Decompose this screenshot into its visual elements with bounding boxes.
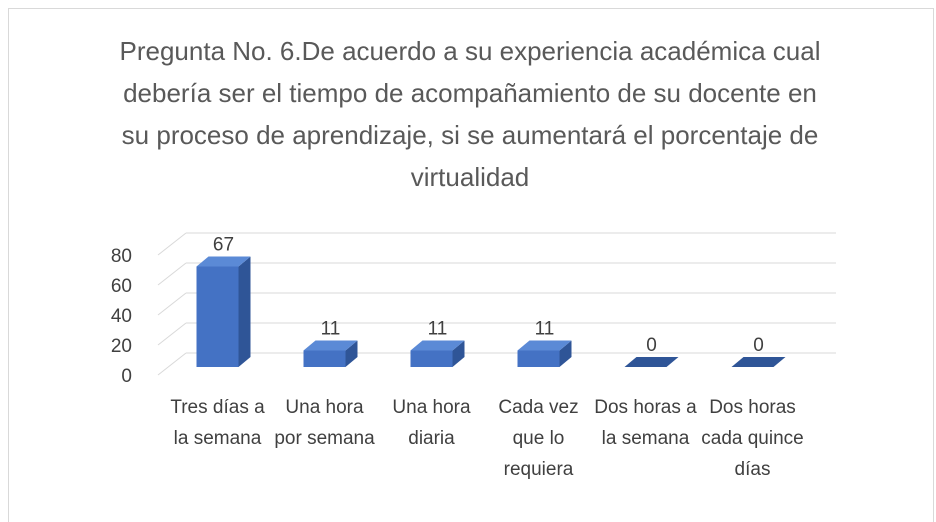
bar-top <box>303 340 358 351</box>
bar-side <box>559 340 572 367</box>
x-tick-label: Una hora diaria <box>392 397 471 449</box>
bar-side <box>238 256 251 367</box>
y-tick-label: 60 <box>111 276 132 297</box>
data-label: 0 <box>646 335 657 356</box>
data-label: 67 <box>213 235 234 256</box>
grid-line <box>157 322 187 346</box>
bar-top <box>517 340 572 351</box>
bar-top <box>196 256 251 267</box>
data-label: 0 <box>753 335 764 356</box>
bar-top <box>624 357 679 367</box>
grid-line <box>157 292 187 316</box>
bar-top <box>731 357 786 367</box>
grid-line <box>157 352 187 376</box>
data-label: 11 <box>428 319 448 340</box>
bar <box>196 266 239 367</box>
chart-title: Pregunta No. 6.De acuerdo a su experienc… <box>119 36 821 192</box>
grid-line <box>157 262 187 286</box>
x-tick-label: Dos horas a la semana <box>594 397 697 449</box>
y-tick-label: 80 <box>111 246 132 267</box>
bar-side <box>345 340 358 367</box>
bar <box>410 350 453 367</box>
data-label: 11 <box>321 319 341 340</box>
bar-top <box>410 340 465 351</box>
x-tick-label: Dos horas cada quince días <box>701 397 804 480</box>
bar <box>303 350 346 367</box>
y-tick-label: 20 <box>111 336 132 357</box>
x-tick-label: Una hora por semana <box>274 397 375 449</box>
bar <box>517 350 560 367</box>
x-tick-label: Tres días a la semana <box>170 397 265 449</box>
grid-line <box>157 232 187 256</box>
x-tick-label: Cada vez que lo requiera <box>498 397 579 480</box>
chart-frame <box>8 8 934 522</box>
bar-side <box>452 340 465 367</box>
y-tick-label: 0 <box>121 366 132 387</box>
y-tick-label: 40 <box>111 306 132 327</box>
data-label: 11 <box>535 319 555 340</box>
